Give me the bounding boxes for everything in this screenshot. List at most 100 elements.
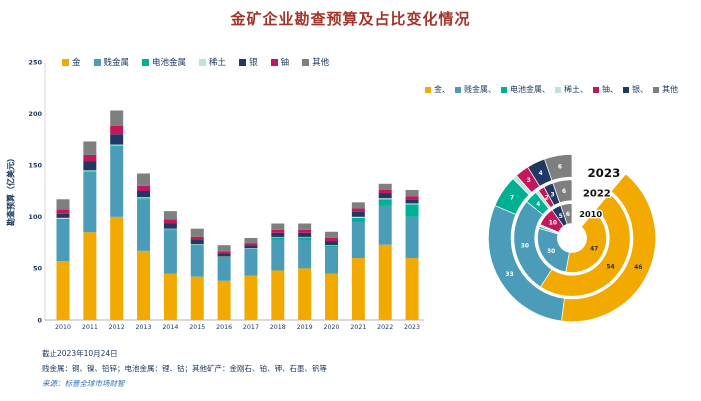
bar-segment-2018-贱金属 <box>271 239 285 271</box>
bar-segment-2015-金 <box>190 276 204 320</box>
bar-segment-2021-电池金属 <box>351 217 365 222</box>
bar-segment-2010-金 <box>56 261 70 320</box>
bar-segment-2013-电池金属 <box>137 198 151 200</box>
x-tick-label: 2019 <box>297 324 313 331</box>
bar-segment-2018-稀土 <box>271 236 285 238</box>
bar-segment-2010-稀土 <box>56 217 70 219</box>
legend-item-稀土: 稀土、 <box>555 84 588 95</box>
bar-segment-2010-电池金属 <box>56 218 70 220</box>
bar-segment-2022-贱金属 <box>378 205 392 245</box>
bar-segment-2018-电池金属 <box>271 237 285 240</box>
bar-segment-2015-银 <box>190 240 204 245</box>
bar-segment-2018-其他 <box>271 223 285 230</box>
y-tick-label: 150 <box>28 162 42 170</box>
bar-segment-2012-贱金属 <box>110 146 124 217</box>
bar-segment-2017-电池金属 <box>244 248 258 250</box>
bar-segment-2023-银 <box>405 199 419 204</box>
bar-segment-2023-金 <box>405 258 419 320</box>
legend-swatch-icon <box>501 86 507 93</box>
bar-segment-2015-电池金属 <box>190 244 204 246</box>
bar-segment-2012-铀 <box>110 125 124 135</box>
bar-segment-2017-稀土 <box>244 248 258 249</box>
bar-segment-2013-贱金属 <box>137 199 151 251</box>
legend-swatch-icon <box>455 86 461 93</box>
donut-segment-label: 5 <box>559 214 563 220</box>
y-tick-label: 200 <box>28 110 42 118</box>
donut-chart-legend: 金、 贱金属、 电池金属、 稀土、 铀、 银、 其他 <box>425 84 697 95</box>
legend-item-电池金属: 电池金属、 <box>501 84 550 95</box>
bar-segment-2012-稀土 <box>110 144 124 146</box>
legend-item-贱金属: 贱金属、 <box>455 84 496 95</box>
bar-segment-2017-金 <box>244 275 258 320</box>
page-title: 金矿企业勘查预算及占比变化情况 <box>230 10 471 28</box>
donut-segment-label: 6 <box>562 189 566 195</box>
bar-segment-2019-电池金属 <box>298 237 312 240</box>
bar-segment-2023-贱金属 <box>405 216 419 259</box>
bar-segment-2015-其他 <box>190 228 204 237</box>
bar-segment-2012-其他 <box>110 110 124 126</box>
bar-segment-2013-金 <box>137 250 151 320</box>
donut-segment-label: 47 <box>590 246 598 252</box>
x-tick-label: 2020 <box>323 324 339 331</box>
bar-segment-2023-铀 <box>405 196 419 200</box>
legend-label: 贱金属、 <box>464 85 496 94</box>
donut-segment-label: 4 <box>536 202 540 208</box>
stacked-bar-chart: 0 50 100 150 200 250 2010 2011 2012 2013 2014 2015 2… <box>28 58 424 331</box>
bar-chart-legend: 金 贱金属 电池金属 稀土 银 铀 其他 <box>62 56 329 68</box>
bar-segment-2011-其他 <box>83 141 97 155</box>
bar-segment-2022-铀 <box>378 189 392 194</box>
bar-segment-2021-其他 <box>351 202 365 209</box>
bar-segment-2022-金 <box>378 244 392 320</box>
bar-segment-2015-稀土 <box>190 244 204 245</box>
legend-swatch-icon <box>62 58 69 66</box>
donut-segment-label: 4 <box>539 171 543 177</box>
bar-segment-2023-稀土 <box>405 203 419 205</box>
legend-item-稀土: 稀土 <box>199 56 226 68</box>
legend-item-银: 银 <box>239 56 258 68</box>
bar-segment-2016-电池金属 <box>217 257 231 259</box>
legend-label: 其他 <box>312 58 330 68</box>
legend-label: 银、 <box>632 85 648 94</box>
legend-item-银: 银、 <box>623 84 648 95</box>
footnote-definitions: 贱金属：铜、镍、铅锌；电池金属：锂、钴；其他矿产：金刚石、铂、钾、石墨、钒等 <box>42 364 327 373</box>
legend-item-铀: 铀 <box>270 56 290 68</box>
donut-segment-2023-其他 <box>544 153 573 181</box>
bar-segment-2012-银 <box>110 134 124 145</box>
bar-segment-2022-稀土 <box>378 198 392 200</box>
bar-segment-2017-其他 <box>244 237 258 244</box>
footnote-as-of: 截止2023年10月24日 <box>42 349 118 358</box>
bar-segment-2011-金 <box>83 232 97 320</box>
x-tick-label: 2016 <box>216 324 232 331</box>
legend-swatch-icon <box>593 86 599 93</box>
bar-segment-2013-铀 <box>137 185 151 191</box>
legend-label: 电池金属、 <box>510 85 550 94</box>
bar-segment-2011-稀土 <box>83 170 97 172</box>
legend-swatch-icon <box>239 58 247 66</box>
bar-segment-2011-银 <box>83 161 97 171</box>
bar-segment-2013-稀土 <box>137 197 151 199</box>
x-tick-label: 2013 <box>136 324 152 331</box>
x-tick-label: 2022 <box>377 324 393 331</box>
bar-segment-2019-稀土 <box>298 236 312 238</box>
bar-segment-2021-银 <box>351 211 365 217</box>
bar-segment-2017-铀 <box>244 243 258 246</box>
x-tick-label: 2010 <box>55 324 71 331</box>
donut-segment-label: 30 <box>547 249 555 255</box>
legend-swatch-icon <box>653 86 659 93</box>
bar-segment-2011-贱金属 <box>83 172 97 233</box>
legend-label: 铀 <box>280 58 290 68</box>
bar-segment-2016-银 <box>217 253 231 257</box>
legend-label: 稀土、 <box>564 85 588 94</box>
bar-segment-2019-贱金属 <box>298 239 312 269</box>
legend-swatch-icon <box>555 86 561 93</box>
donut-segment-2010-其他 <box>560 203 573 225</box>
bar-segment-2022-电池金属 <box>378 199 392 206</box>
ring-year-label: 2022 <box>583 189 611 200</box>
bar-segment-2020-金 <box>325 273 338 320</box>
bar-segment-2021-贱金属 <box>351 221 365 259</box>
legend-item-其他: 其他 <box>302 56 329 68</box>
bar-segment-2019-铀 <box>298 229 312 233</box>
bar-segment-2016-稀土 <box>217 256 231 258</box>
